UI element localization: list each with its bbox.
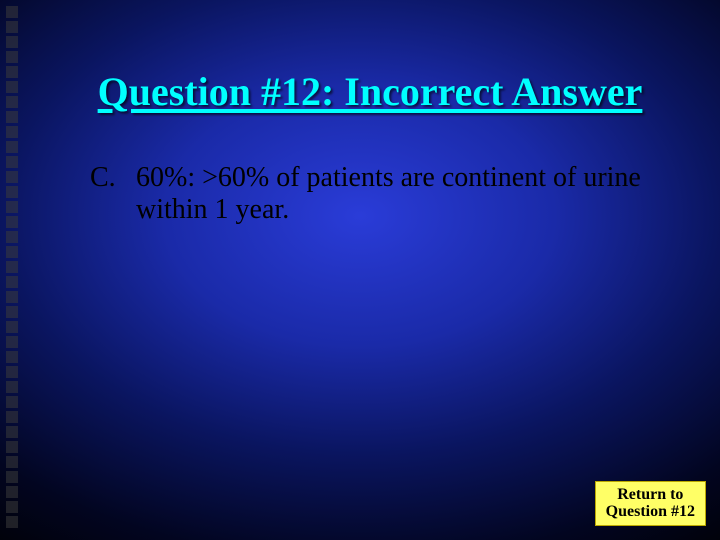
decor-square xyxy=(6,501,18,513)
decor-square xyxy=(6,366,18,378)
decor-square xyxy=(6,6,18,18)
decor-square xyxy=(6,516,18,528)
decor-square xyxy=(6,441,18,453)
decor-square xyxy=(6,411,18,423)
decor-square xyxy=(6,336,18,348)
decor-column xyxy=(6,6,20,534)
decor-square xyxy=(6,231,18,243)
decor-square xyxy=(6,321,18,333)
decor-square xyxy=(6,51,18,63)
answer-marker: C. xyxy=(90,162,136,226)
decor-square xyxy=(6,471,18,483)
return-button-line2: Question #12 xyxy=(606,503,695,521)
decor-square xyxy=(6,381,18,393)
decor-square xyxy=(6,156,18,168)
decor-square xyxy=(6,351,18,363)
slide-body: C. 60%: >60% of patients are continent o… xyxy=(90,162,660,226)
decor-square xyxy=(6,81,18,93)
decor-square xyxy=(6,291,18,303)
decor-square xyxy=(6,66,18,78)
answer-text: 60%: >60% of patients are continent of u… xyxy=(136,162,660,226)
decor-square xyxy=(6,396,18,408)
decor-square xyxy=(6,141,18,153)
decor-square xyxy=(6,171,18,183)
decor-square xyxy=(6,201,18,213)
decor-square xyxy=(6,126,18,138)
slide-title: Question #12: Incorrect Answer xyxy=(60,68,680,115)
decor-square xyxy=(6,186,18,198)
decor-square xyxy=(6,276,18,288)
decor-square xyxy=(6,456,18,468)
slide-container: Question #12: Incorrect Answer C. 60%: >… xyxy=(0,0,720,540)
decor-square xyxy=(6,486,18,498)
decor-square xyxy=(6,21,18,33)
answer-line: C. 60%: >60% of patients are continent o… xyxy=(90,162,660,226)
decor-square xyxy=(6,96,18,108)
return-button[interactable]: Return to Question #12 xyxy=(595,481,706,526)
decor-square xyxy=(6,306,18,318)
decor-square xyxy=(6,36,18,48)
decor-square xyxy=(6,246,18,258)
decor-square xyxy=(6,216,18,228)
return-button-line1: Return to xyxy=(606,486,695,504)
decor-square xyxy=(6,426,18,438)
decor-square xyxy=(6,261,18,273)
decor-square xyxy=(6,111,18,123)
